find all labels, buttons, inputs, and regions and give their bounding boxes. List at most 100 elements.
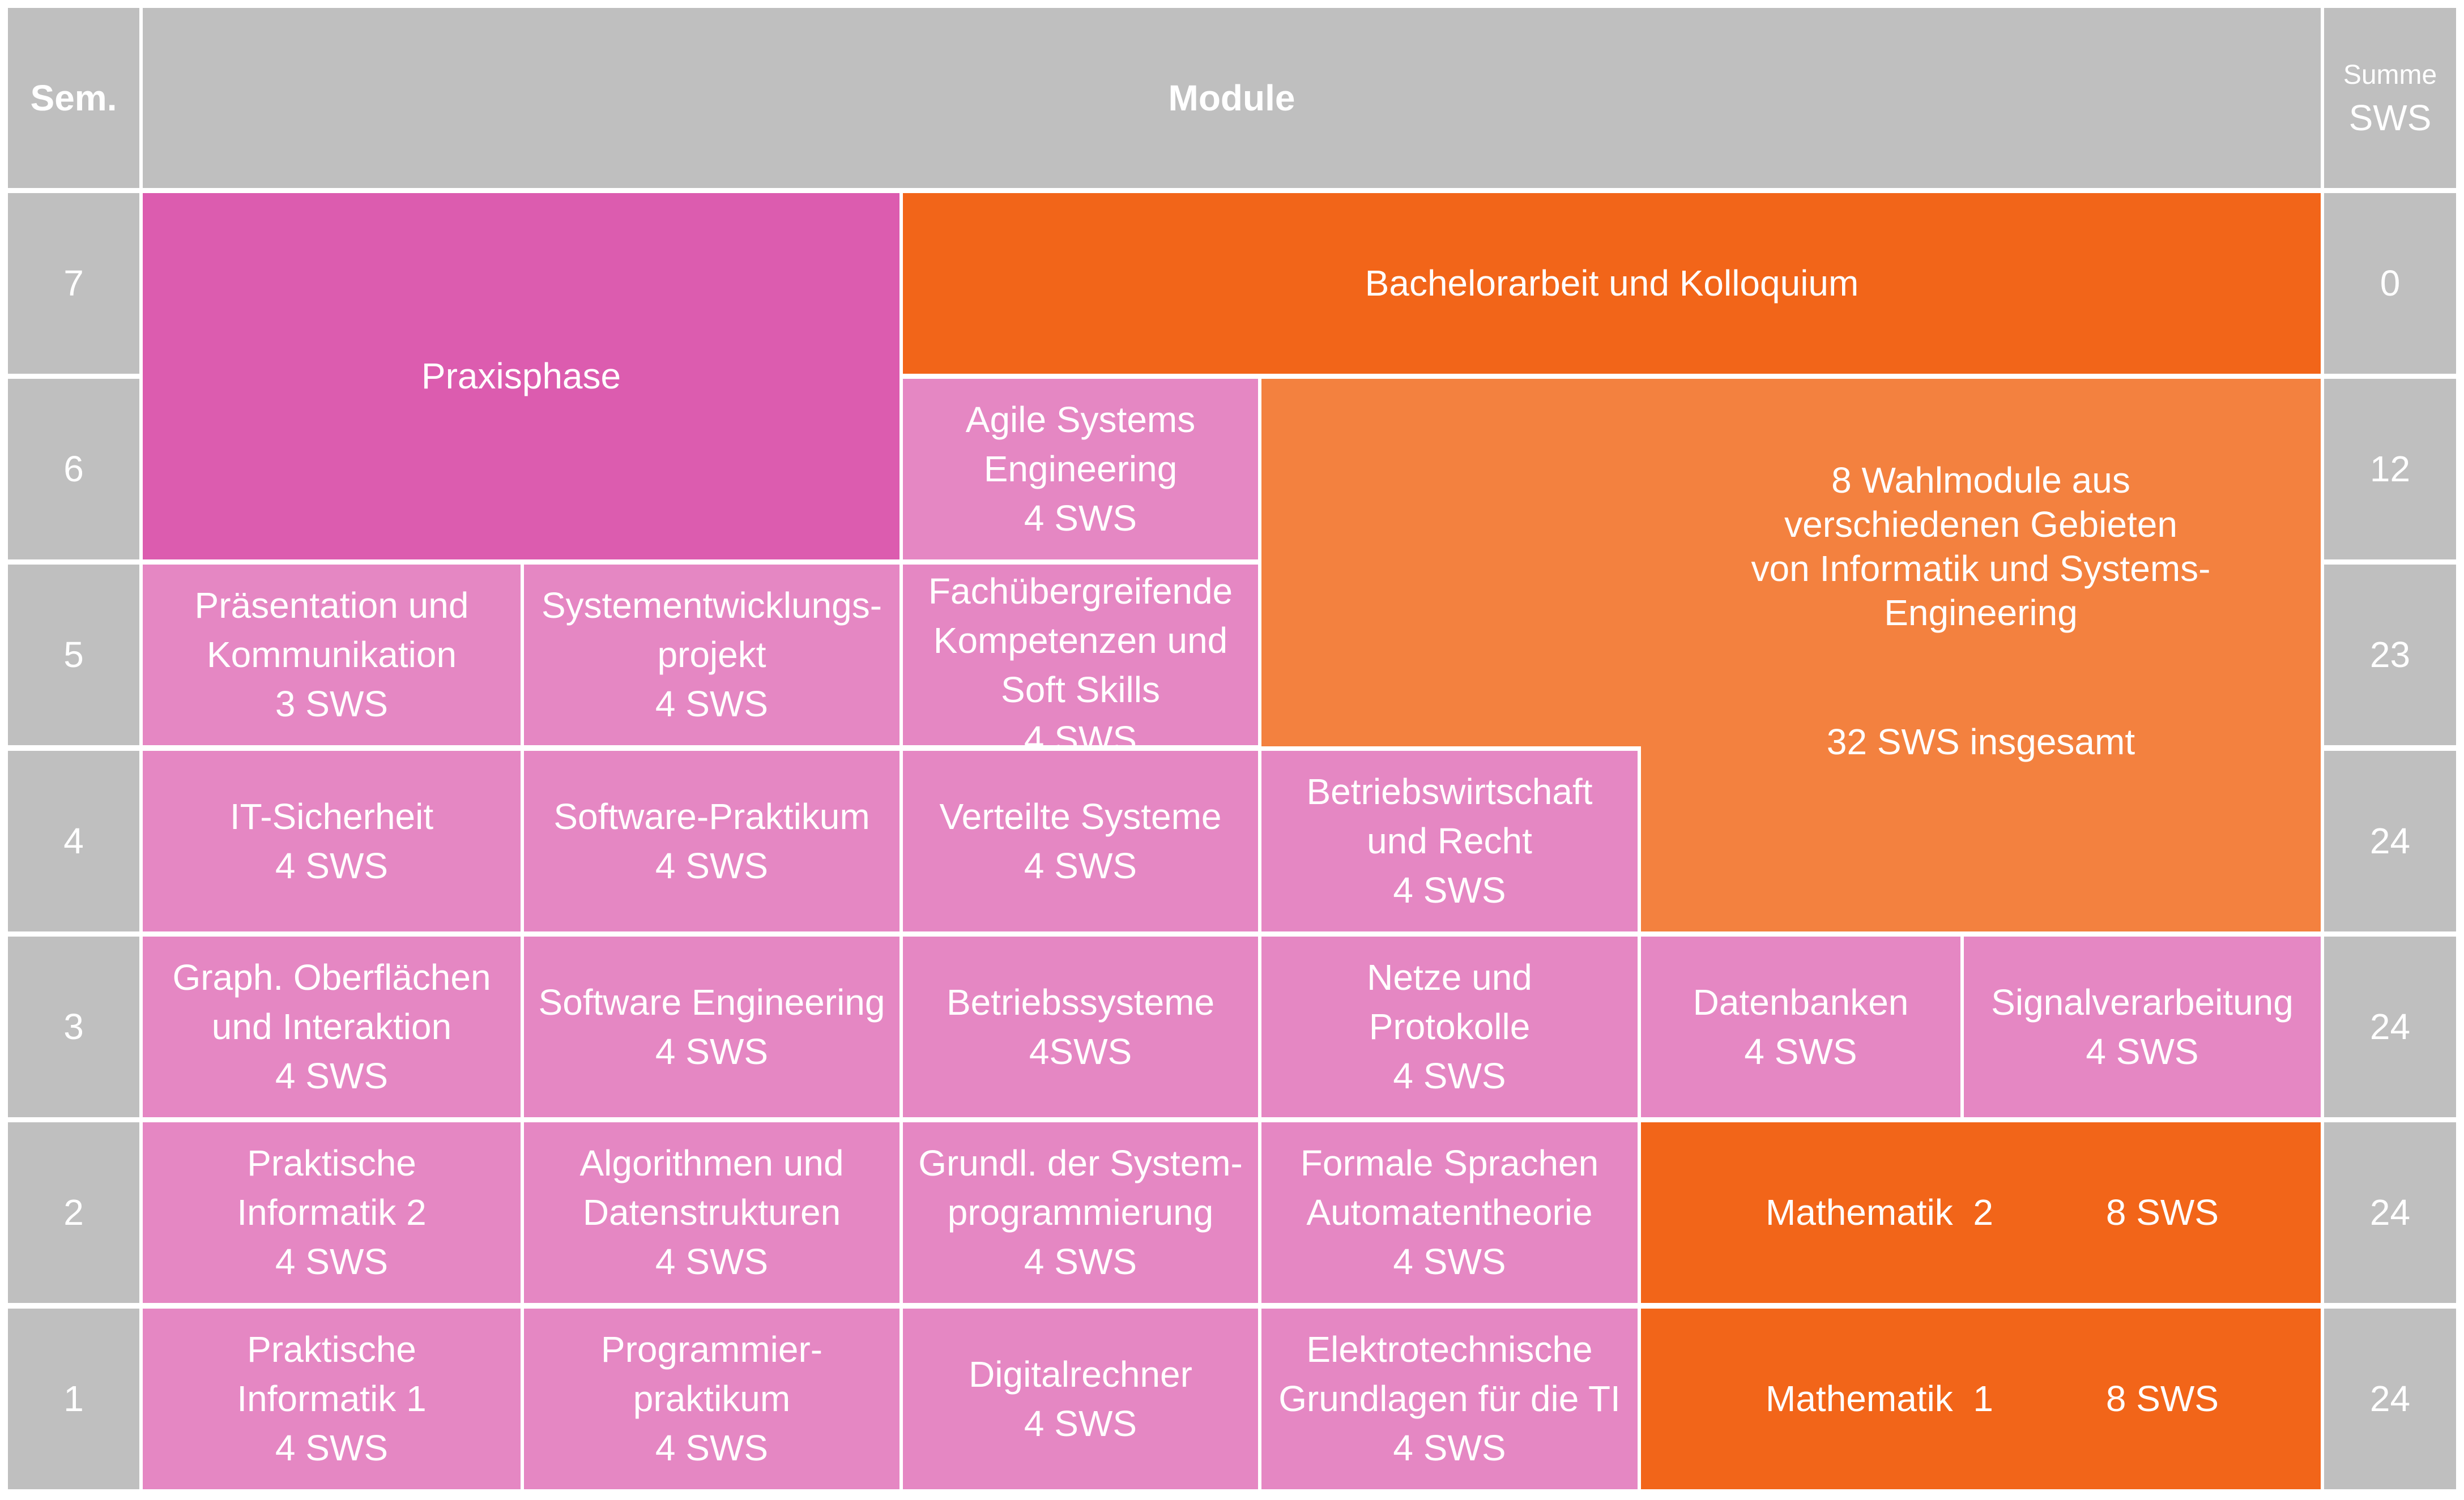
module-name-line: Grundl. der System-: [918, 1143, 1243, 1183]
module-netze-protokolle: Netze und Protokolle 4 SWS: [1261, 937, 1638, 1117]
module-sws: 4 SWS: [275, 1055, 389, 1096]
module-praktische-informatik-2: Praktische Informatik 2 4 SWS: [143, 1122, 521, 1303]
module-sws: 3 SWS: [275, 683, 389, 724]
module-graph-oberflaechen: Graph. Oberflächen und Interaktion 4 SWS: [143, 937, 521, 1117]
module-praktische-informatik-1: Praktische Informatik 1 4 SWS: [143, 1309, 521, 1489]
module-sws: 4 SWS: [1024, 845, 1137, 886]
module-agile-systems-engineering: Agile Systems Engineering 4 SWS: [903, 379, 1258, 559]
module-praesentation-kommunikation: Präsentation und Kommunikation 3 SWS: [143, 565, 521, 745]
semester-5: 5: [8, 565, 139, 745]
wahlmodule-line: 8 Wahlmodule aus: [1831, 460, 2130, 501]
module-name-line: Graph. Oberflächen: [172, 957, 491, 998]
module-sws: 4 SWS: [655, 683, 769, 724]
module-name-line: Engineering: [983, 448, 1178, 489]
module-name-line: Datenbanken: [1693, 981, 1909, 1023]
module-programmierpraktikum: Programmier- praktikum 4 SWS: [524, 1309, 900, 1489]
semester-6: 6: [8, 379, 139, 559]
module-name-line: Mathematik 2: [1766, 1192, 1993, 1233]
wahlmodule-block: 8 Wahlmodule aus verschiedenen Gebieten …: [1261, 379, 2321, 931]
module-name-line: Betriebssysteme: [946, 981, 1215, 1023]
module-name-line: programmierung: [947, 1192, 1214, 1233]
module-name-line: Software-Praktikum: [553, 796, 870, 837]
module-algorithmen-datenstrukturen: Algorithmen und Datenstrukturen 4 SWS: [524, 1122, 900, 1303]
module-name-line: Präsentation und: [194, 585, 469, 626]
bachelorarbeit-block: Bachelorarbeit und Kolloquium: [903, 193, 2321, 374]
module-name-line: Praktische: [247, 1329, 416, 1370]
module-name-line: Verteilte Systeme: [939, 796, 1222, 837]
module-name-line: praktikum: [633, 1378, 791, 1419]
module-name-line: Software Engineering: [538, 981, 885, 1023]
module-header: Module: [143, 8, 2321, 188]
module-name-line: Fachübergreifende: [928, 570, 1233, 612]
semester-7: 7: [8, 193, 139, 374]
module-elektrotechnische-grundlagen: Elektrotechnische Grundlagen für die TI …: [1261, 1309, 1638, 1489]
module-name-line: Grundlagen für die TI: [1278, 1378, 1621, 1419]
module-software-praktikum: Software-Praktikum 4 SWS: [524, 751, 900, 931]
sum-semester-5: 23: [2324, 565, 2456, 745]
module-name-line: Digitalrechner: [969, 1353, 1192, 1395]
module-betriebssysteme: Betriebssysteme 4SWS: [903, 937, 1258, 1117]
wahlmodule-line: von Informatik und Systems-: [1751, 548, 2211, 589]
sum-semester-1: 24: [2324, 1309, 2456, 1489]
module-name-line: Agile Systems: [965, 399, 1196, 440]
module-sws: 4 SWS: [655, 1241, 769, 1282]
sum-header: Summe SWS: [2324, 8, 2456, 188]
module-sws: 4 SWS: [1393, 1428, 1506, 1468]
sum-header-top: Summe: [2343, 60, 2437, 90]
module-software-engineering: Software Engineering 4 SWS: [524, 937, 900, 1117]
wahlmodule-spacer: [1751, 635, 2211, 720]
module-name-line: Kommunikation: [206, 634, 457, 675]
module-sws: 4 SWS: [1393, 1241, 1506, 1282]
module-sws: 8 SWS: [2105, 1192, 2219, 1233]
wahlmodule-lower-area: [1641, 741, 2321, 931]
module-sws: 4 SWS: [655, 1031, 769, 1072]
semester-2: 2: [8, 1122, 139, 1303]
module-sws: 4 SWS: [1024, 1241, 1137, 1282]
module-name-line: Praktische: [247, 1143, 416, 1183]
sum-semester-6: 12: [2324, 379, 2456, 559]
module-name-line: Informatik 2: [237, 1192, 427, 1233]
module-name-line: und Recht: [1367, 820, 1532, 861]
sum-semester-2: 24: [2324, 1122, 2456, 1303]
module-name-line: Betriebswirtschaft: [1306, 771, 1593, 812]
sum-semester-7: 0: [2324, 193, 2456, 374]
module-name-line: Automatentheorie: [1306, 1192, 1593, 1233]
module-name-line: Algorithmen und: [579, 1143, 844, 1183]
module-datenbanken: Datenbanken 4 SWS: [1641, 937, 1960, 1117]
module-digitalrechner: Digitalrechner 4 SWS: [903, 1309, 1258, 1489]
module-sws: 4 SWS: [655, 1428, 769, 1468]
module-sws: 4 SWS: [2086, 1031, 2199, 1072]
module-formale-sprachen: Formale Sprachen Automatentheorie 4 SWS: [1261, 1122, 1638, 1303]
module-sws: 4 SWS: [1744, 1031, 1857, 1072]
module-sws: 4 SWS: [1393, 1055, 1506, 1096]
module-name-line: Informatik 1: [237, 1378, 427, 1419]
semester-1: 1: [8, 1309, 139, 1489]
module-name-line: Netze und: [1367, 957, 1532, 998]
module-sws: 8 SWS: [2105, 1378, 2219, 1419]
wahlmodule-line: verschiedenen Gebieten: [1784, 504, 2177, 545]
module-name-line: projekt: [657, 634, 766, 675]
module-fachuebergreifende-kompetenzen: Fachübergreifende Kompetenzen und Soft S…: [903, 565, 1258, 759]
module-name-line: Protokolle: [1369, 1006, 1531, 1047]
sem-header: Sem.: [8, 8, 139, 188]
module-sws: 4 SWS: [275, 845, 389, 886]
sum-semester-4: 24: [2324, 751, 2456, 931]
module-name-line: Datenstrukturen: [582, 1192, 841, 1233]
module-mathematik-1: Mathematik 1 8 SWS: [1641, 1309, 2321, 1489]
module-name-line: Programmier-: [600, 1329, 823, 1370]
wahlmodule-text: 8 Wahlmodule aus verschiedenen Gebieten …: [1641, 435, 2321, 787]
module-sws: 4 SWS: [1393, 870, 1506, 911]
module-sws: 4 SWS: [1024, 498, 1137, 539]
semester-4: 4: [8, 751, 139, 931]
module-name-line: Kompetenzen und: [933, 619, 1228, 661]
module-signalverarbeitung: Signalverarbeitung 4 SWS: [1964, 937, 2321, 1117]
wahlmodule-upper-area: [1261, 379, 2321, 746]
semester-3: 3: [8, 937, 139, 1117]
module-sws: 4 SWS: [1024, 1403, 1137, 1444]
module-name-line: und Interaktion: [211, 1006, 452, 1047]
module-sws: 4 SWS: [275, 1241, 389, 1282]
wahlmodule-line: Engineering: [1884, 592, 2078, 633]
module-name-line: Signalverarbeitung: [1991, 981, 2294, 1023]
sum-header-bottom: SWS: [2348, 97, 2432, 138]
